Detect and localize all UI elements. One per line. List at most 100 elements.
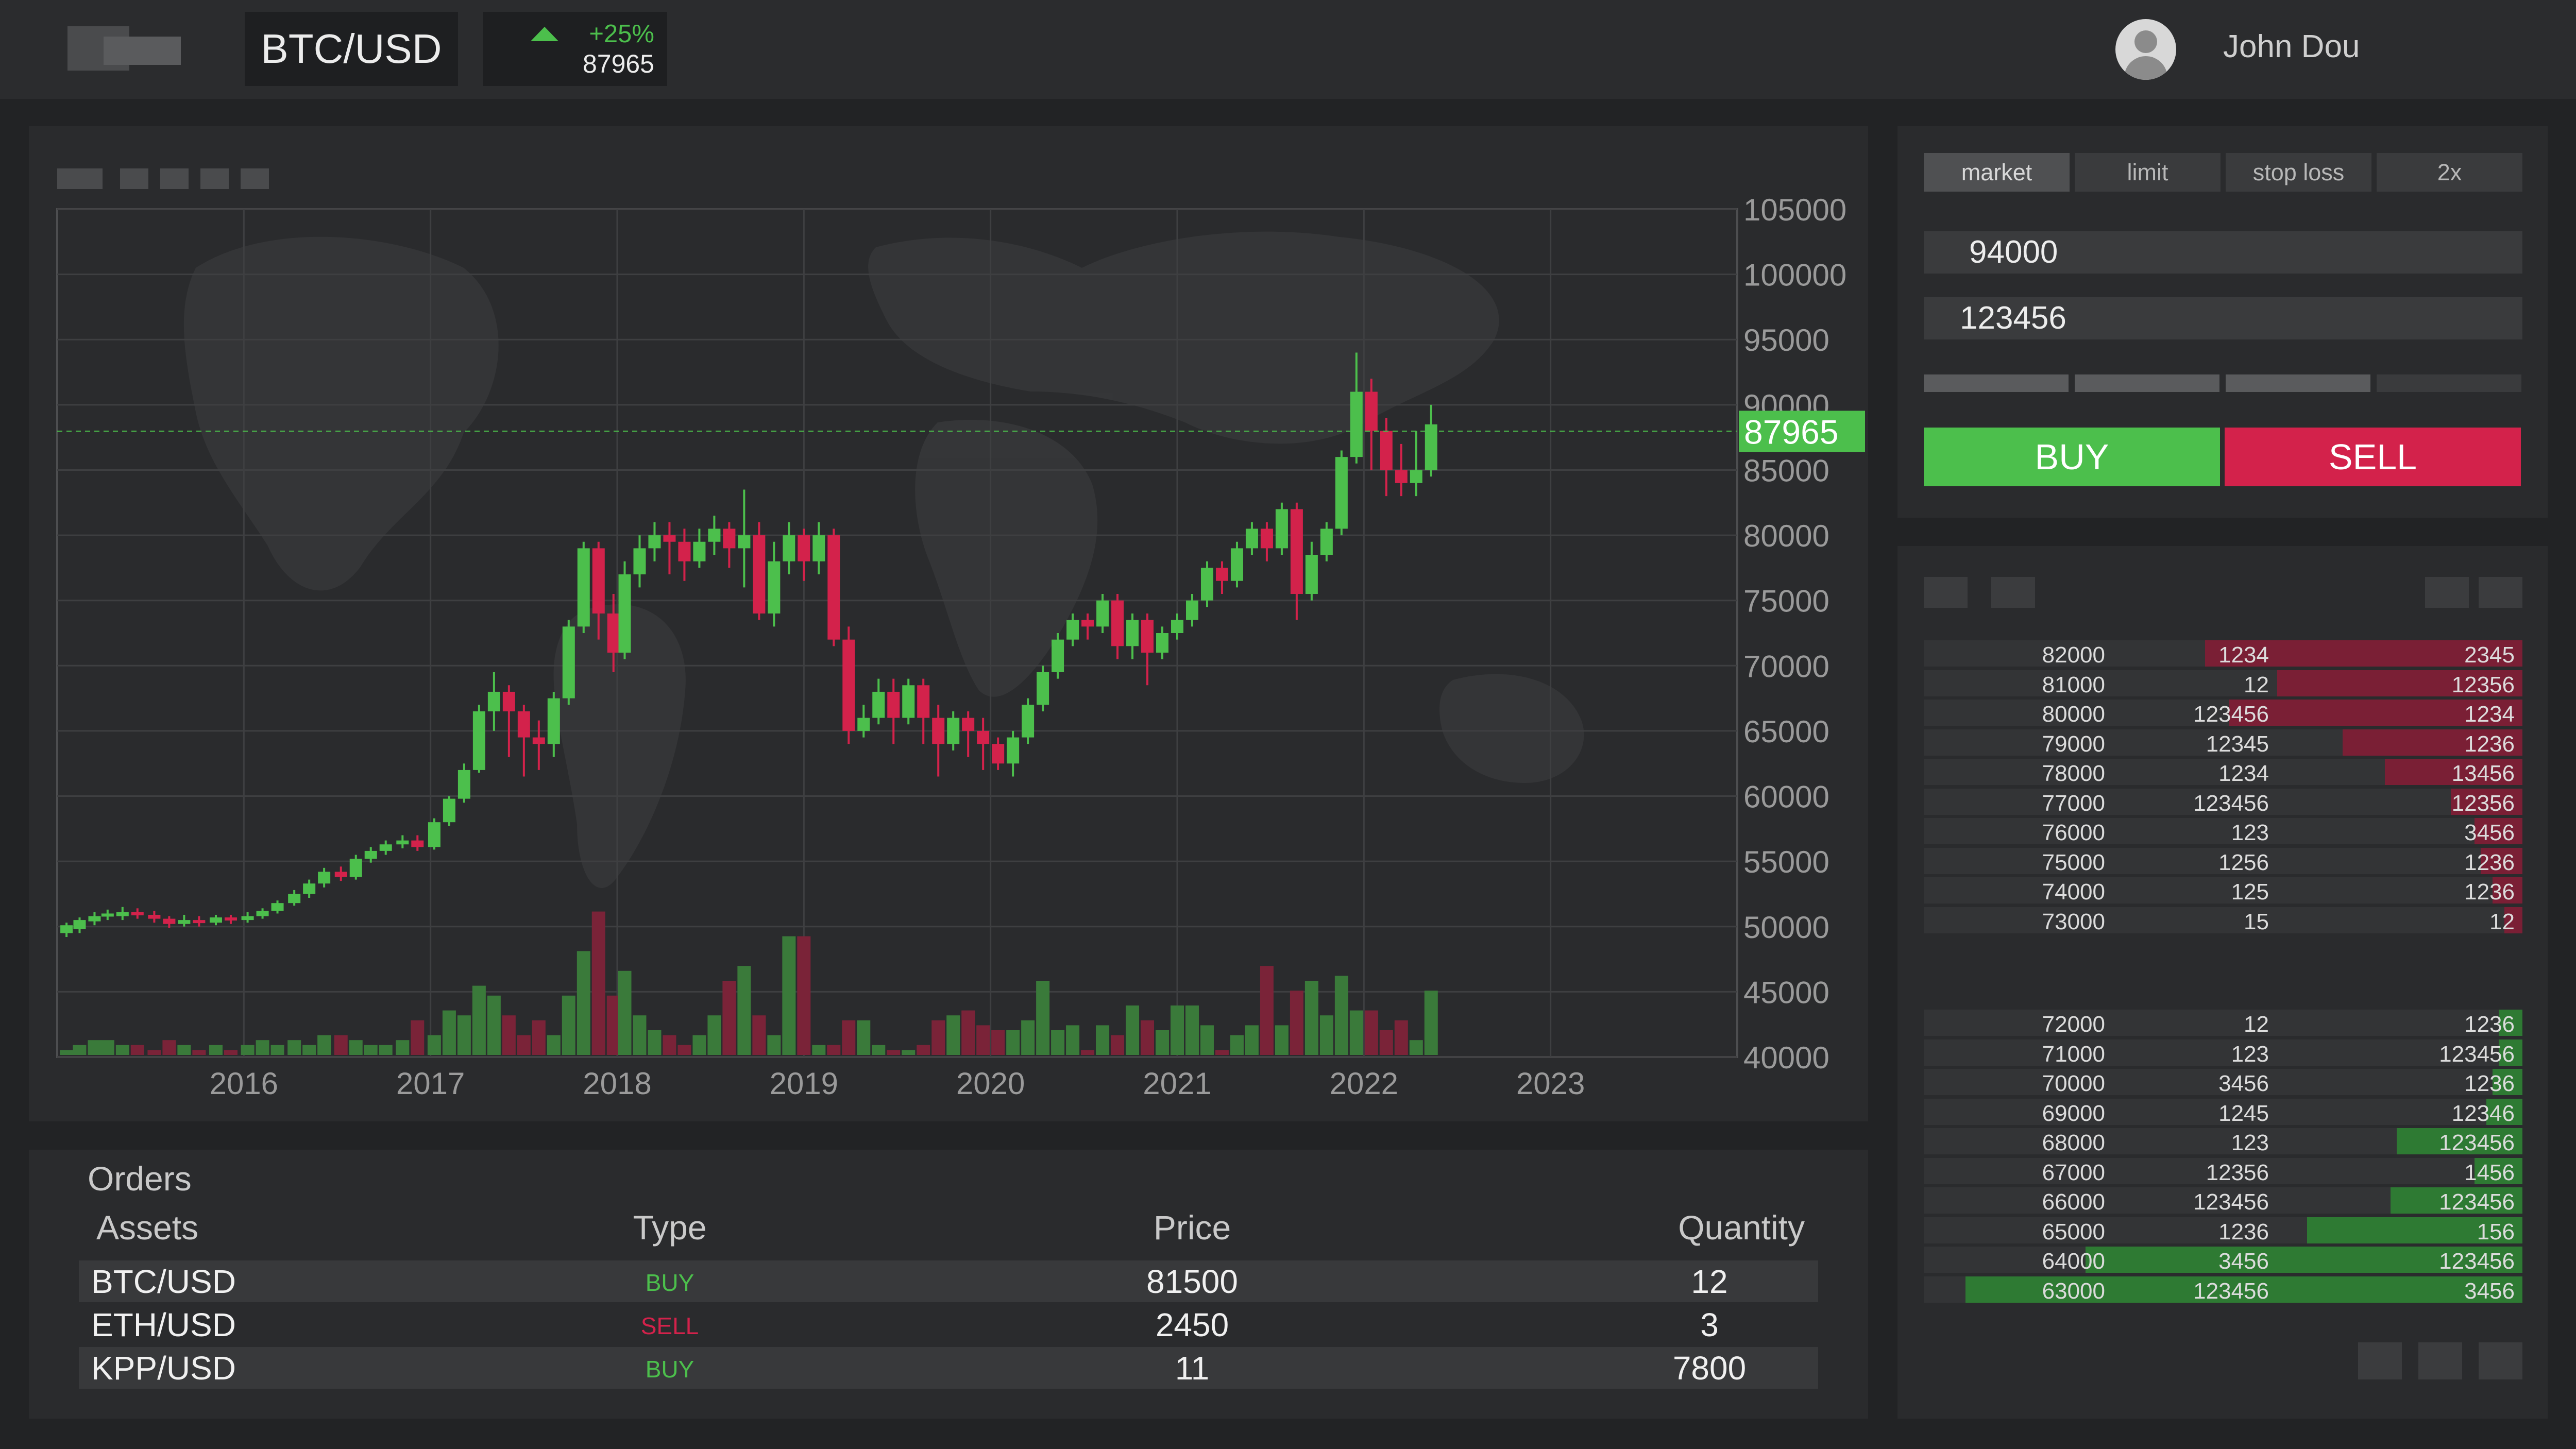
candle[interactable]: [532, 720, 545, 770]
candle[interactable]: [148, 911, 161, 923]
candle[interactable]: [241, 912, 254, 923]
candle[interactable]: [812, 522, 825, 575]
orderbook-toggle-button[interactable]: [2479, 577, 2522, 608]
candle[interactable]: [1022, 698, 1035, 744]
tab-market[interactable]: market: [1924, 153, 2070, 192]
candle[interactable]: [1081, 613, 1094, 640]
candle[interactable]: [1215, 561, 1228, 594]
orderbook-row[interactable]: 69000 1245 12346: [1924, 1098, 2522, 1128]
orderbook-row[interactable]: 64000 3456 123456: [1924, 1247, 2522, 1275]
candle[interactable]: [932, 705, 945, 777]
orderbook-row[interactable]: 77000 123456 12356: [1924, 788, 2522, 817]
chart-tool-button[interactable]: [120, 168, 148, 189]
amount-slider-step[interactable]: [2377, 374, 2521, 392]
candle[interactable]: [224, 914, 237, 924]
order-row[interactable]: ETH/USD SELL 2450 3: [79, 1304, 1818, 1345]
candle[interactable]: [303, 879, 316, 898]
candle[interactable]: [607, 594, 620, 672]
chart-tool-button[interactable]: [57, 168, 103, 189]
candle[interactable]: [1260, 522, 1273, 561]
candle[interactable]: [1111, 594, 1124, 659]
candle[interactable]: [178, 914, 191, 927]
candle[interactable]: [487, 672, 500, 731]
pair-selector[interactable]: [245, 12, 458, 86]
candle[interactable]: [678, 529, 691, 581]
candle[interactable]: [977, 718, 990, 770]
candle[interactable]: [663, 522, 676, 575]
candle[interactable]: [887, 678, 900, 744]
candle[interactable]: [271, 900, 284, 914]
candle[interactable]: [1052, 633, 1064, 679]
candle[interactable]: [872, 678, 885, 725]
orderbook-toggle-button[interactable]: [2425, 577, 2469, 608]
chart-tool-button[interactable]: [200, 168, 229, 189]
candle[interactable]: [648, 522, 661, 561]
orderbook-row[interactable]: 71000 123 123456: [1924, 1039, 2522, 1068]
candle[interactable]: [1245, 522, 1258, 555]
candle[interactable]: [633, 535, 646, 588]
candle[interactable]: [193, 916, 206, 927]
buy-button[interactable]: BUY: [1924, 428, 2220, 486]
candle[interactable]: [428, 818, 440, 850]
order-row[interactable]: BTC/USD BUY 81500 12: [79, 1260, 1818, 1302]
orderbook-row[interactable]: 82000 1234 2345: [1924, 640, 2522, 669]
pagination-button[interactable]: [2418, 1342, 2462, 1379]
orderbook-row[interactable]: 80000 123456 1234: [1924, 700, 2522, 728]
candle[interactable]: [116, 907, 129, 920]
sell-button[interactable]: SELL: [2225, 428, 2521, 486]
orderbook-row[interactable]: 81000 12 12356: [1924, 670, 2522, 699]
candle[interactable]: [547, 691, 560, 757]
orderbook-row[interactable]: 75000 1256 1236: [1924, 847, 2522, 877]
candle[interactable]: [1230, 541, 1243, 588]
candle[interactable]: [334, 866, 347, 881]
orderbook-row[interactable]: 74000 125 1236: [1924, 877, 2522, 906]
amount-field[interactable]: 123456: [1924, 297, 2522, 339]
pagination-button[interactable]: [2358, 1342, 2402, 1379]
orderbook-row[interactable]: 68000 123 123456: [1924, 1128, 2522, 1157]
candle[interactable]: [73, 917, 86, 933]
candle[interactable]: [472, 705, 485, 773]
candle[interactable]: [1171, 613, 1183, 640]
candle[interactable]: [131, 908, 144, 919]
candle[interactable]: [1037, 666, 1049, 711]
candle[interactable]: [318, 867, 331, 888]
candle[interactable]: [992, 737, 1005, 770]
candle[interactable]: [738, 489, 751, 588]
orderbook-row[interactable]: 76000 123 3456: [1924, 818, 2522, 847]
tab-2x[interactable]: 2x: [2377, 153, 2522, 192]
candle[interactable]: [1410, 431, 1422, 497]
candle[interactable]: [693, 529, 706, 568]
candle[interactable]: [443, 796, 455, 826]
candle[interactable]: [1066, 613, 1079, 646]
orderbook-row[interactable]: 63000 123456 3456: [1924, 1276, 2522, 1305]
candle[interactable]: [1141, 613, 1154, 686]
candle[interactable]: [1096, 594, 1109, 633]
amount-slider-step[interactable]: [2075, 374, 2219, 392]
chart-tool-button[interactable]: [160, 168, 189, 189]
candle[interactable]: [1200, 561, 1213, 607]
candle[interactable]: [457, 763, 470, 803]
candle[interactable]: [1425, 404, 1437, 477]
candle[interactable]: [768, 541, 781, 627]
candle[interactable]: [842, 626, 855, 744]
candle[interactable]: [1275, 502, 1288, 555]
candle[interactable]: [256, 908, 269, 919]
candle[interactable]: [562, 620, 575, 705]
orderbook-view-button[interactable]: [1991, 577, 2035, 608]
candle[interactable]: [1007, 730, 1020, 777]
candle[interactable]: [947, 711, 960, 751]
candle[interactable]: [723, 522, 736, 568]
candle[interactable]: [209, 914, 222, 926]
candle[interactable]: [902, 678, 915, 725]
user-icon[interactable]: [2115, 19, 2176, 80]
candle[interactable]: [1350, 352, 1363, 464]
candle[interactable]: [1126, 613, 1139, 659]
candle[interactable]: [502, 685, 515, 757]
orderbook-row[interactable]: 65000 1236 156: [1924, 1217, 2522, 1246]
orderbook-row[interactable]: 79000 12345 1236: [1924, 729, 2522, 758]
orderbook-row[interactable]: 67000 12356 1456: [1924, 1157, 2522, 1187]
orderbook-row[interactable]: 78000 1234 13456: [1924, 759, 2522, 788]
candle[interactable]: [1290, 502, 1303, 620]
candle[interactable]: [101, 909, 114, 920]
candle[interactable]: [1365, 379, 1378, 470]
